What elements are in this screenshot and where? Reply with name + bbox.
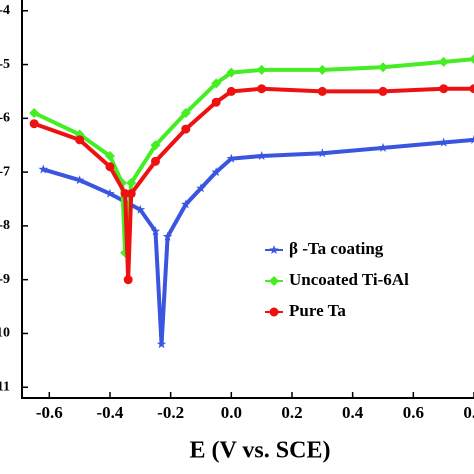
point (75, 135, 85, 145)
point (256, 151, 267, 160)
x-tick-label: 0.2 (281, 403, 302, 422)
point (104, 150, 115, 161)
y-tick-label: -6 (0, 111, 10, 126)
y-tick-label: -4 (0, 3, 10, 18)
point (317, 86, 327, 96)
axes (21, 0, 474, 399)
point (257, 84, 267, 94)
point (120, 247, 131, 258)
legend-marker (269, 276, 279, 286)
point (211, 97, 221, 107)
point (135, 204, 146, 214)
point (211, 78, 222, 89)
point (150, 140, 161, 151)
x-tick-label: -0.2 (157, 403, 184, 422)
point (226, 153, 237, 163)
x-tick-label: 0.4 (342, 403, 364, 422)
point (469, 134, 474, 144)
x-tick-label: -0.4 (97, 403, 124, 422)
y-tick-label: -7 (0, 164, 10, 179)
x-tick-label: 0.8 (463, 403, 474, 422)
legend-label: Pure Ta (289, 301, 346, 320)
point (123, 275, 133, 285)
point (156, 339, 167, 349)
y-tick-label: -10 (0, 326, 10, 341)
point (226, 67, 237, 78)
point (469, 84, 474, 94)
point (377, 62, 388, 73)
point (105, 162, 115, 172)
y-tick-label: -8 (0, 218, 10, 233)
point (211, 167, 221, 177)
point (378, 142, 388, 152)
point (226, 86, 236, 96)
x-tick-label: 0.6 (403, 403, 424, 422)
legend-marker (269, 307, 279, 317)
point (126, 189, 136, 199)
legend-label: Uncoated Ti-6Al (289, 270, 409, 289)
y-tick-label: -11 (0, 379, 10, 394)
point (317, 64, 328, 75)
point (105, 188, 115, 198)
legend-label: β -Ta coating (289, 239, 384, 258)
point (256, 64, 267, 75)
point (38, 164, 48, 174)
point (317, 148, 328, 158)
point (438, 137, 449, 147)
y-tick-label: -5 (0, 57, 10, 72)
point (150, 156, 160, 166)
point (74, 175, 85, 185)
point (29, 119, 39, 129)
point (181, 199, 191, 209)
y-tick-label: -9 (0, 272, 10, 287)
point (196, 183, 206, 193)
point (162, 231, 173, 241)
point (180, 107, 191, 118)
series-line (33, 86, 474, 280)
x-tick-label: -0.6 (36, 403, 63, 422)
x-tick-label: 0.0 (221, 403, 242, 422)
x-axis-label: E (V vs. SCE) (190, 438, 331, 464)
legend-marker (269, 245, 279, 254)
point (150, 226, 161, 236)
point (181, 124, 191, 134)
point (378, 86, 388, 96)
point (126, 177, 137, 188)
point (439, 84, 449, 94)
point (469, 54, 474, 65)
point (438, 56, 449, 67)
point (29, 107, 40, 118)
